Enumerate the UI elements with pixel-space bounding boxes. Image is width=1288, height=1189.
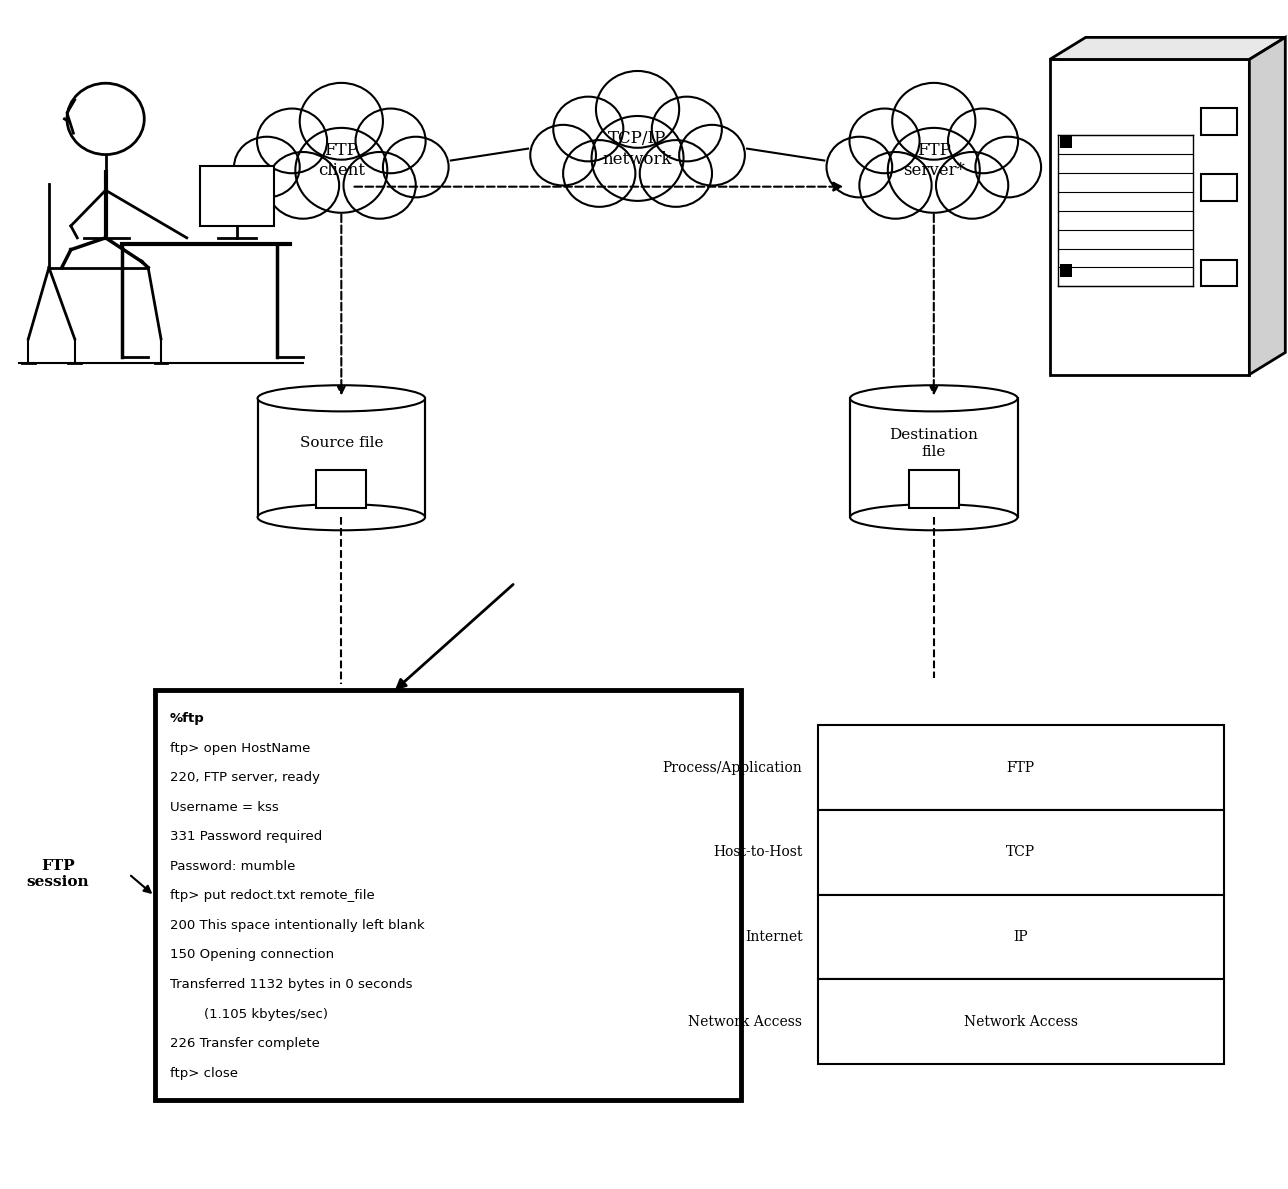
Bar xyxy=(818,895,1224,980)
Polygon shape xyxy=(1050,37,1285,59)
Text: Process/Application: Process/Application xyxy=(662,761,802,775)
Bar xyxy=(317,470,367,508)
Circle shape xyxy=(67,83,144,155)
Ellipse shape xyxy=(850,385,1018,411)
Bar xyxy=(818,810,1224,895)
Text: Host-to-Host: Host-to-Host xyxy=(714,845,802,860)
Text: FTP
server*: FTP server* xyxy=(903,141,965,180)
Bar xyxy=(200,166,274,226)
Text: Destination
file: Destination file xyxy=(889,428,979,459)
Circle shape xyxy=(295,128,388,213)
Text: ftp> put redoct.txt remote_file: ftp> put redoct.txt remote_file xyxy=(170,889,375,902)
Text: %ftp: %ftp xyxy=(170,712,205,725)
Circle shape xyxy=(267,152,339,219)
Bar xyxy=(1202,175,1238,201)
Bar xyxy=(818,980,1224,1064)
Text: 220, FTP server, ready: 220, FTP server, ready xyxy=(170,772,319,785)
Text: 331 Password required: 331 Password required xyxy=(170,830,322,843)
Text: TCP/IP
network: TCP/IP network xyxy=(603,130,672,168)
Circle shape xyxy=(234,137,300,197)
Circle shape xyxy=(893,83,975,159)
Circle shape xyxy=(563,140,635,207)
Circle shape xyxy=(383,137,448,197)
Circle shape xyxy=(300,83,383,159)
Bar xyxy=(1050,59,1249,375)
Text: 226 Transfer complete: 226 Transfer complete xyxy=(170,1037,319,1050)
Circle shape xyxy=(975,137,1041,197)
Bar xyxy=(1202,259,1238,287)
Bar xyxy=(850,398,1018,517)
Text: FTP
client: FTP client xyxy=(318,141,365,180)
Ellipse shape xyxy=(850,504,1018,530)
Ellipse shape xyxy=(850,385,1018,411)
Circle shape xyxy=(258,108,327,174)
Text: Source file: Source file xyxy=(300,436,383,451)
Text: FTP: FTP xyxy=(1007,761,1034,775)
Text: Password: mumble: Password: mumble xyxy=(170,860,295,873)
Bar xyxy=(155,690,741,1100)
Circle shape xyxy=(936,152,1009,219)
Text: Internet: Internet xyxy=(744,930,802,944)
Ellipse shape xyxy=(258,385,425,411)
Text: Transferred 1132 bytes in 0 seconds: Transferred 1132 bytes in 0 seconds xyxy=(170,979,412,992)
Circle shape xyxy=(591,117,684,201)
Ellipse shape xyxy=(258,385,425,411)
Circle shape xyxy=(679,125,744,185)
Ellipse shape xyxy=(258,504,425,530)
Circle shape xyxy=(887,128,980,213)
Circle shape xyxy=(355,108,425,174)
Text: FTP
session: FTP session xyxy=(27,858,89,889)
Circle shape xyxy=(652,96,721,162)
Text: 200 This space intentionally left blank: 200 This space intentionally left blank xyxy=(170,919,425,932)
Circle shape xyxy=(640,140,712,207)
Circle shape xyxy=(554,96,623,162)
Circle shape xyxy=(850,108,920,174)
Circle shape xyxy=(859,152,931,219)
Text: TCP: TCP xyxy=(1006,845,1036,860)
Bar xyxy=(1202,108,1238,136)
Bar xyxy=(1060,264,1072,277)
Text: Network Access: Network Access xyxy=(963,1014,1078,1028)
Text: Network Access: Network Access xyxy=(688,1014,802,1028)
Text: Username = kss: Username = kss xyxy=(170,800,278,813)
Text: ftp> open HostName: ftp> open HostName xyxy=(170,742,310,755)
Text: IP: IP xyxy=(1014,930,1028,944)
Text: ftp> close: ftp> close xyxy=(170,1067,238,1080)
Polygon shape xyxy=(1249,37,1285,375)
Circle shape xyxy=(827,137,893,197)
Circle shape xyxy=(948,108,1018,174)
Circle shape xyxy=(596,71,679,147)
Bar xyxy=(818,725,1224,810)
Bar xyxy=(258,398,425,517)
Text: 150 Opening connection: 150 Opening connection xyxy=(170,949,334,962)
Text: (1.105 kbytes/sec): (1.105 kbytes/sec) xyxy=(170,1007,328,1020)
Circle shape xyxy=(344,152,416,219)
Circle shape xyxy=(531,125,596,185)
Bar xyxy=(1060,136,1072,147)
Bar xyxy=(908,470,958,508)
